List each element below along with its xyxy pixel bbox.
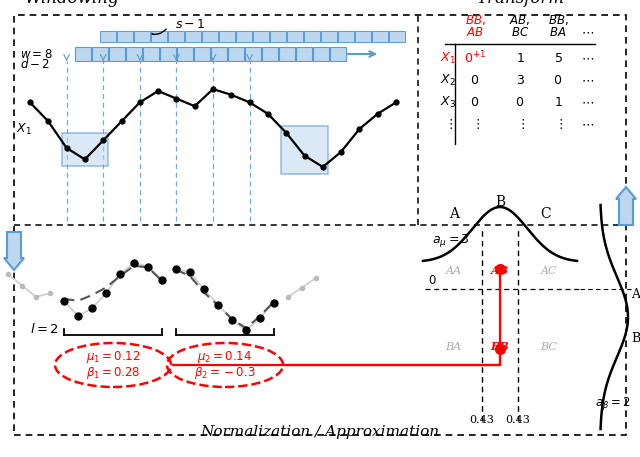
FancyBboxPatch shape xyxy=(270,31,286,42)
FancyBboxPatch shape xyxy=(304,31,320,42)
FancyBboxPatch shape xyxy=(281,126,328,174)
Text: $d-2$: $d-2$ xyxy=(20,57,51,71)
Text: $w=8$: $w=8$ xyxy=(20,48,52,60)
Text: $BB,$: $BB,$ xyxy=(548,13,568,27)
Text: $X_2$: $X_2$ xyxy=(440,73,456,88)
Text: $0$: $0$ xyxy=(470,96,479,108)
FancyBboxPatch shape xyxy=(287,31,303,42)
FancyBboxPatch shape xyxy=(117,31,133,42)
Text: $\cdots$: $\cdots$ xyxy=(582,74,595,86)
FancyBboxPatch shape xyxy=(389,31,405,42)
FancyArrow shape xyxy=(616,187,636,225)
FancyBboxPatch shape xyxy=(143,47,159,61)
FancyBboxPatch shape xyxy=(126,47,142,61)
Text: C: C xyxy=(541,207,551,221)
Text: $AB$: $AB$ xyxy=(466,26,484,39)
Text: $\vdots$: $\vdots$ xyxy=(470,117,479,131)
FancyBboxPatch shape xyxy=(219,31,235,42)
Text: $5$: $5$ xyxy=(554,52,563,64)
FancyArrowPatch shape xyxy=(152,29,166,34)
Text: $0$: $0$ xyxy=(554,74,563,86)
FancyBboxPatch shape xyxy=(253,31,269,42)
Text: $0$: $0$ xyxy=(515,96,525,108)
Text: $\cdots$: $\cdots$ xyxy=(582,96,595,108)
Text: $X_1$: $X_1$ xyxy=(440,50,456,65)
FancyBboxPatch shape xyxy=(296,47,312,61)
Text: $\beta_1=0.28$: $\beta_1=0.28$ xyxy=(86,365,140,381)
Text: $X_3$: $X_3$ xyxy=(440,95,456,110)
FancyBboxPatch shape xyxy=(194,47,210,61)
Text: $BA$: $BA$ xyxy=(549,26,566,39)
FancyBboxPatch shape xyxy=(279,47,295,61)
Text: $BC$: $BC$ xyxy=(511,26,529,39)
FancyBboxPatch shape xyxy=(100,31,116,42)
Text: $l=2$: $l=2$ xyxy=(30,322,59,336)
Text: $0$: $0$ xyxy=(470,74,479,86)
Text: A: A xyxy=(449,207,459,221)
FancyBboxPatch shape xyxy=(168,31,184,42)
FancyBboxPatch shape xyxy=(177,47,193,61)
Text: $3$: $3$ xyxy=(516,74,524,86)
FancyBboxPatch shape xyxy=(228,47,244,61)
Text: 0.43: 0.43 xyxy=(470,415,495,425)
Text: 0.43: 0.43 xyxy=(506,415,531,425)
FancyBboxPatch shape xyxy=(185,31,201,42)
Text: $\vdots$: $\vdots$ xyxy=(554,117,563,131)
FancyBboxPatch shape xyxy=(313,47,329,61)
FancyBboxPatch shape xyxy=(75,47,91,61)
FancyBboxPatch shape xyxy=(202,31,218,42)
Text: BA: BA xyxy=(445,342,461,352)
Text: $1$: $1$ xyxy=(554,96,563,108)
FancyArrow shape xyxy=(4,232,24,270)
Text: B: B xyxy=(631,333,640,345)
FancyBboxPatch shape xyxy=(92,47,108,61)
Text: $\cdots$: $\cdots$ xyxy=(582,117,595,131)
Text: $\cdots$: $\cdots$ xyxy=(582,52,595,64)
Text: $a_\mu=3$: $a_\mu=3$ xyxy=(432,232,470,249)
Text: AB: AB xyxy=(491,265,509,276)
Text: BB: BB xyxy=(491,341,509,352)
Text: $s-1$: $s-1$ xyxy=(175,17,205,31)
Text: $BB,$: $BB,$ xyxy=(465,13,485,27)
FancyBboxPatch shape xyxy=(211,47,227,61)
Text: $a_\beta=2$: $a_\beta=2$ xyxy=(595,395,630,412)
Text: $\vdots$: $\vdots$ xyxy=(444,117,452,131)
Text: $0^{+1}$: $0^{+1}$ xyxy=(464,50,486,66)
Text: $0$: $0$ xyxy=(428,274,436,287)
FancyBboxPatch shape xyxy=(109,47,125,61)
Text: $X_1$: $X_1$ xyxy=(16,122,32,137)
FancyBboxPatch shape xyxy=(330,47,346,61)
FancyBboxPatch shape xyxy=(236,31,252,42)
FancyBboxPatch shape xyxy=(355,31,371,42)
FancyBboxPatch shape xyxy=(262,47,278,61)
Text: $\mu_1=0.12$: $\mu_1=0.12$ xyxy=(86,349,140,365)
Text: $\vdots$: $\vdots$ xyxy=(516,117,524,131)
Text: $\beta_2=-0.3$: $\beta_2=-0.3$ xyxy=(194,365,256,381)
Text: B: B xyxy=(495,195,505,209)
Text: Normalization / Approximation: Normalization / Approximation xyxy=(200,425,440,439)
Text: AA: AA xyxy=(445,266,461,276)
FancyBboxPatch shape xyxy=(61,133,108,166)
Text: $AB,$: $AB,$ xyxy=(509,13,531,27)
FancyBboxPatch shape xyxy=(338,31,354,42)
FancyBboxPatch shape xyxy=(372,31,388,42)
FancyBboxPatch shape xyxy=(134,31,150,42)
Text: $\cdots$: $\cdots$ xyxy=(582,26,595,38)
FancyBboxPatch shape xyxy=(245,47,261,61)
FancyBboxPatch shape xyxy=(160,47,176,61)
FancyBboxPatch shape xyxy=(321,31,337,42)
Text: $\mu_2=0.14$: $\mu_2=0.14$ xyxy=(197,349,253,365)
Text: Windowing: Windowing xyxy=(25,0,120,7)
Text: A: A xyxy=(631,288,640,302)
Text: $1$: $1$ xyxy=(516,52,524,64)
Text: AC: AC xyxy=(541,266,557,276)
Text: Transform: Transform xyxy=(476,0,564,7)
Text: BC: BC xyxy=(541,342,557,352)
FancyBboxPatch shape xyxy=(151,31,167,42)
